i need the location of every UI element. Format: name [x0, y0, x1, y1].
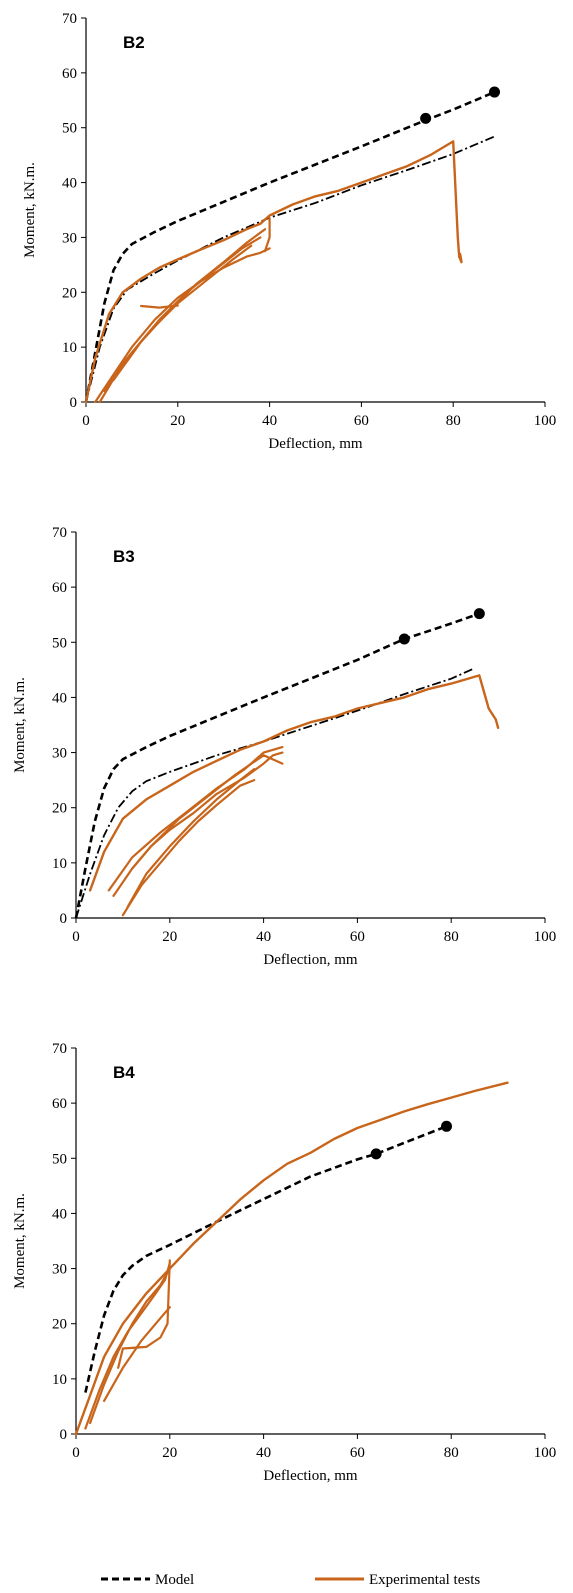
model-marker-point	[489, 86, 501, 98]
y-tick-label: 0	[60, 1427, 68, 1443]
panel-label: B4	[113, 1063, 135, 1082]
experimental-cycle-line	[263, 217, 271, 253]
x-tick-label: 100	[534, 929, 557, 945]
x-axis-title: Deflection, mm	[263, 952, 357, 968]
x-tick-label: 0	[72, 929, 80, 945]
experimental-cycle-line	[126, 767, 256, 909]
model-line	[74, 612, 480, 919]
y-tick-label: 50	[52, 1151, 67, 1167]
x-tick-label: 100	[534, 1445, 557, 1461]
x-tick-label: 0	[72, 1445, 80, 1461]
x-tick-label: 20	[162, 929, 177, 945]
panel-label: B3	[113, 547, 135, 566]
y-tick-label: 20	[52, 801, 67, 817]
x-tick-label: 60	[350, 929, 365, 945]
x-tick-label: 60	[350, 1445, 365, 1461]
model-line	[84, 1125, 447, 1393]
y-tick-label: 30	[62, 230, 77, 246]
y-tick-label: 70	[52, 1041, 67, 1057]
experimental-cycle-line	[131, 754, 284, 870]
experimental-envelope-line	[88, 674, 500, 892]
model-marker-point	[420, 112, 432, 124]
experimental-cycle-line	[84, 1261, 171, 1430]
y-tick-label: 20	[52, 1317, 67, 1333]
experimental-cycle-line	[98, 244, 253, 404]
y-tick-label: 40	[62, 176, 77, 192]
y-axis-title: Moment, kN.m.	[12, 1193, 28, 1289]
panel-label: B2	[123, 33, 145, 52]
experimental-cycle-line	[94, 247, 271, 404]
legend-experimental-label: Experimental tests	[369, 1572, 480, 1588]
experimental-cycle-line	[121, 778, 256, 917]
experimental-envelope-line	[84, 140, 463, 404]
y-tick-label: 10	[52, 1372, 67, 1388]
y-tick-label: 0	[70, 395, 78, 411]
y-tick-label: 10	[52, 856, 67, 872]
x-axis-title: Deflection, mm	[263, 1468, 357, 1484]
model-marker-point	[370, 1148, 382, 1160]
y-tick-label: 20	[62, 285, 77, 301]
y-tick-label: 10	[62, 340, 77, 356]
x-tick-label: 80	[444, 1445, 459, 1461]
experimental-envelope-line	[74, 1081, 509, 1436]
x-tick-label: 80	[444, 929, 459, 945]
legend: Model Experimental tests	[101, 1572, 480, 1588]
y-tick-label: 50	[62, 121, 77, 137]
x-tick-label: 40	[256, 1445, 271, 1461]
x-tick-label: 60	[354, 413, 369, 429]
model-dashdot-line	[85, 135, 495, 403]
y-tick-label: 30	[52, 1262, 67, 1278]
x-tick-label: 20	[162, 1445, 177, 1461]
y-tick-label: 60	[52, 1096, 67, 1112]
y-tick-label: 40	[52, 1206, 67, 1222]
y-tick-label: 0	[60, 911, 68, 927]
y-axis-title: Moment, kN.m.	[22, 162, 38, 258]
y-tick-label: 70	[62, 11, 77, 27]
legend-model-label: Model	[155, 1572, 194, 1588]
x-tick-label: 20	[170, 413, 185, 429]
y-tick-label: 50	[52, 635, 67, 651]
experimental-cycle-line	[140, 304, 179, 309]
model-marker-point	[441, 1120, 453, 1132]
chart-panel-b3: 0 10 20 30 40 50 60 70 0 20 40 60 80 100 Deflection, m…	[12, 525, 556, 968]
model-marker-point	[398, 633, 410, 645]
experimental-cycle-line	[88, 1267, 171, 1425]
model-dashdot-line	[75, 667, 475, 919]
experimental-cycle-line	[117, 1259, 171, 1369]
x-tick-label: 0	[82, 413, 90, 429]
y-tick-label: 60	[62, 66, 77, 82]
experimental-cycle-line	[102, 1306, 171, 1403]
experimental-cycle-line	[112, 751, 284, 898]
x-tick-label: 40	[262, 413, 277, 429]
y-tick-label: 30	[52, 746, 67, 762]
x-tick-label: 100	[534, 413, 557, 429]
chart-panel-b4: 0 10 20 30 40 50 60 70 0 20 40 60 80 100 Deflection, m…	[12, 1041, 556, 1484]
y-tick-label: 60	[52, 580, 67, 596]
x-tick-label: 40	[256, 929, 271, 945]
chart-panel-b2: 0 10 20 30 40 50 60 70 0 20 40 60 80 100 Deflection, m…	[22, 11, 556, 452]
model-line	[84, 90, 496, 403]
model-marker-point	[473, 608, 485, 620]
x-axis-title: Deflection, mm	[268, 436, 362, 452]
y-axis-title: Moment, kN.m.	[12, 677, 28, 773]
y-tick-label: 70	[52, 525, 67, 541]
experimental-cycle-line	[112, 228, 267, 382]
y-tick-label: 40	[52, 690, 67, 706]
x-tick-label: 80	[446, 413, 461, 429]
